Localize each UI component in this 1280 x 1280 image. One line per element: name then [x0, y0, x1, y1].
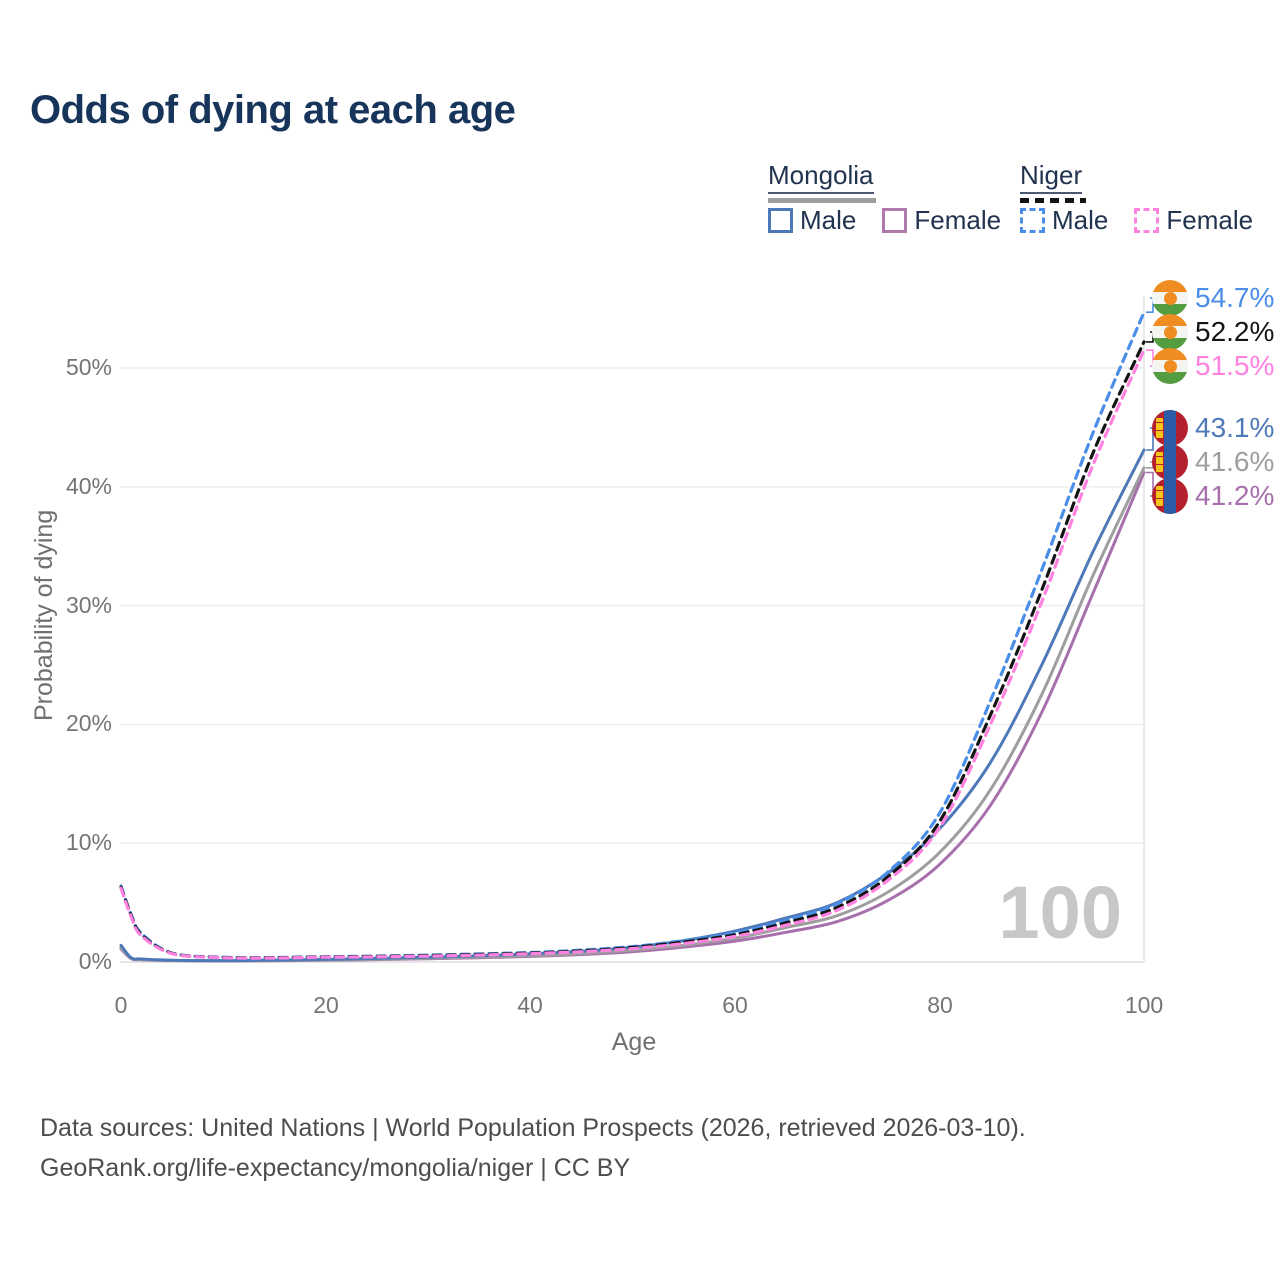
niger-flag-icon	[1152, 314, 1188, 350]
end-value: 51.5%	[1195, 350, 1275, 381]
legend-swatch-niger-female[interactable]	[1134, 208, 1160, 233]
legend-swatch-niger-male[interactable]	[1020, 208, 1045, 233]
legend-country-niger[interactable]: Niger	[1020, 160, 1083, 194]
hovered-age-watermark: 100	[998, 871, 1122, 954]
legend-label-mongolia-male[interactable]: Male	[800, 205, 857, 235]
legend-label-niger-female[interactable]: Female	[1166, 205, 1254, 235]
y-tick-50: 50%	[65, 354, 112, 380]
end-label-niger-female: 51.5%	[1152, 348, 1274, 384]
niger-flag-icon	[1152, 348, 1188, 384]
series-line-niger-female[interactable]	[119, 348, 1146, 960]
x-tick-20: 20	[313, 992, 339, 1018]
x-tick-80: 80	[927, 992, 953, 1018]
legend-swatch-mongolia-female[interactable]	[882, 208, 908, 233]
end-label-niger-both: 52.2%	[1152, 314, 1274, 350]
x-tick-100: 100	[1124, 992, 1164, 1018]
niger-line-style-sample	[1020, 198, 1086, 203]
end-label-niger-male: 54.7%	[1152, 280, 1274, 316]
plot-area[interactable]	[121, 292, 1145, 963]
end-value: 43.1%	[1195, 412, 1275, 443]
y-tick-40: 40%	[65, 473, 112, 499]
y-tick-0: 0%	[78, 948, 112, 974]
y-tick-10: 10%	[65, 829, 112, 855]
legend-group-niger: Niger Male Female	[1020, 160, 1253, 235]
end-label-mongolia-female: 41.2%	[1152, 478, 1274, 514]
mongolia-flag-icon	[1152, 444, 1188, 480]
footer: Data sources: United Nations | World Pop…	[40, 1108, 1026, 1188]
end-label-mongolia-both: 41.6%	[1152, 444, 1274, 480]
data-sources-line: Data sources: United Nations | World Pop…	[40, 1114, 1026, 1142]
y-tick-20: 20%	[65, 710, 112, 736]
x-tick-60: 60	[722, 992, 748, 1018]
y-axis-title: Probability of dying	[30, 509, 58, 721]
mongolia-line-style-sample	[768, 198, 876, 203]
mongolia-flag-icon	[1152, 410, 1188, 446]
attribution-line: GeoRank.org/life-expectancy/mongolia/nig…	[40, 1154, 631, 1182]
mongolia-flag-icon	[1152, 478, 1188, 514]
end-value: 41.2%	[1195, 480, 1275, 511]
end-label-mongolia-male: 43.1%	[1152, 410, 1274, 446]
legend-group-mongolia: Mongolia Male Female	[768, 160, 1001, 235]
page-title: Odds of dying at each age	[30, 88, 516, 132]
end-value: 52.2%	[1195, 316, 1275, 347]
x-axis-title: Age	[611, 1028, 657, 1056]
x-tick-0: 0	[114, 992, 128, 1018]
x-tick-40: 40	[517, 992, 543, 1018]
y-tick-30: 30%	[65, 592, 112, 618]
end-value: 54.7%	[1195, 282, 1275, 313]
legend-label-niger-male[interactable]: Male	[1052, 205, 1109, 235]
niger-flag-icon	[1152, 280, 1188, 316]
legend-country-mongolia[interactable]: Mongolia	[768, 160, 874, 194]
legend-label-mongolia-female[interactable]: Female	[914, 205, 1002, 235]
legend-swatch-mongolia-male[interactable]	[768, 208, 793, 233]
end-value: 41.6%	[1195, 446, 1275, 477]
